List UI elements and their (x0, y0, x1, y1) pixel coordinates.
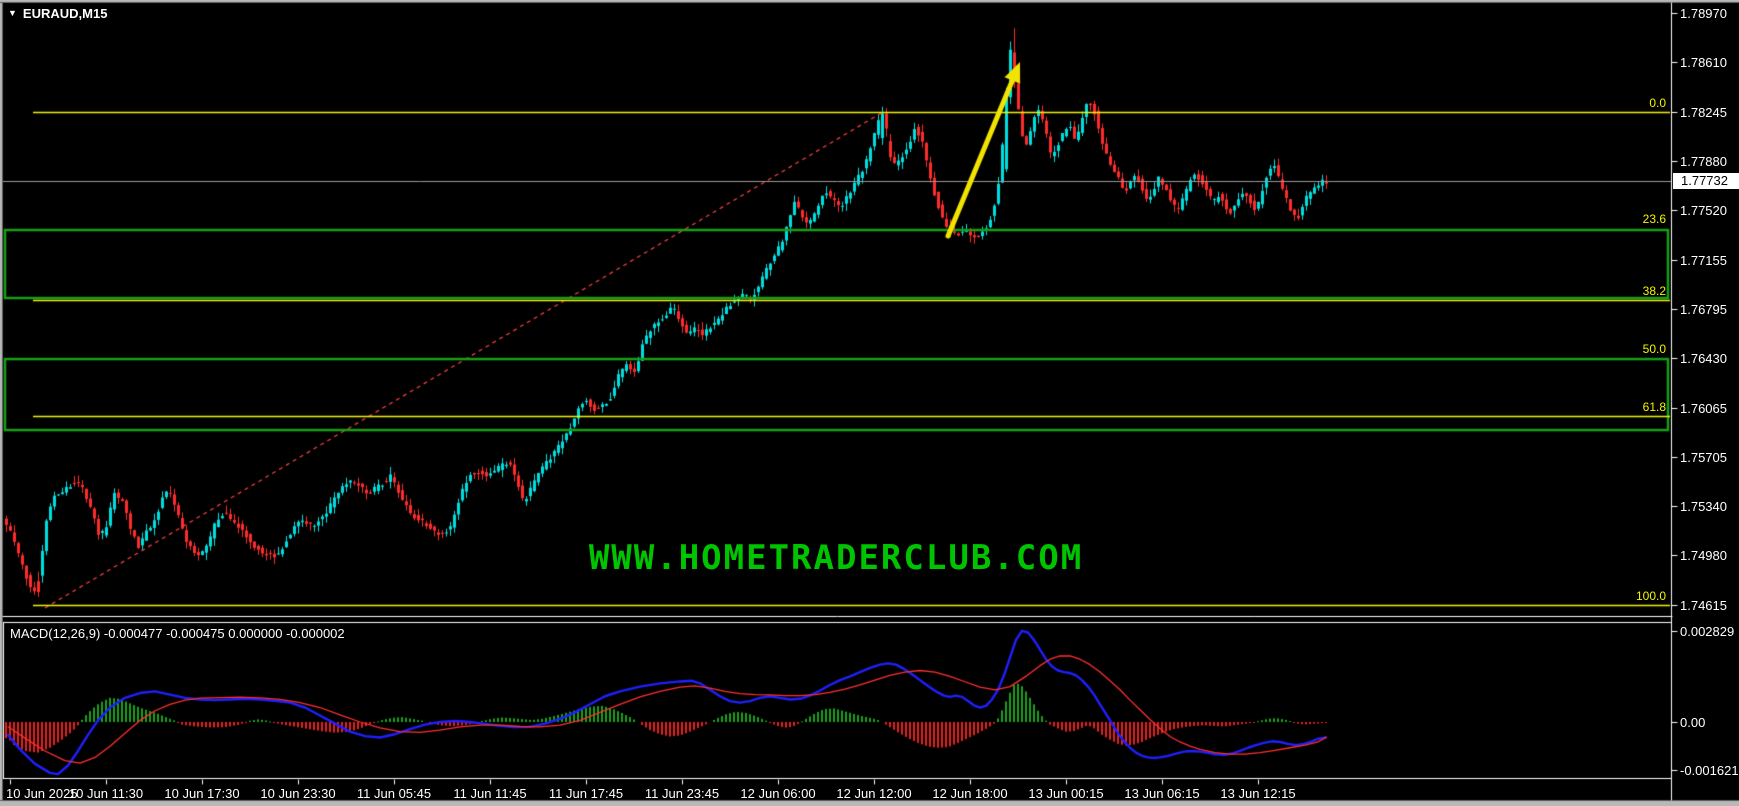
fib-level-label: 23.6 (1642, 212, 1666, 226)
price-tick-label: 1.77520 (1680, 203, 1727, 218)
fib-level-label: 61.8 (1642, 400, 1666, 414)
time-tick-label: 12 Jun 12:00 (836, 786, 912, 801)
symbol-text: EURAUD,M15 (22, 6, 108, 21)
fib-level-label: 38.2 (1642, 284, 1666, 298)
fib-level-label: 0.0 (1649, 96, 1666, 110)
time-tick-label: 10 Jun 17:30 (164, 786, 240, 801)
current-price-box: 1.77732 (1673, 173, 1739, 189)
time-tick-label: 10 Jun 2025 (6, 786, 78, 801)
price-tick-label: 1.78610 (1680, 55, 1727, 70)
macd-axis-label: -0.001621 (1680, 763, 1739, 778)
time-tick-label: 13 Jun 12:15 (1220, 786, 1296, 801)
panel-divider[interactable] (3, 616, 1671, 623)
macd-indicator-label: MACD(12,26,9) -0.000477 -0.000475 0.0000… (10, 626, 345, 641)
time-tick-label: 11 Jun 17:45 (548, 786, 624, 801)
time-tick-label: 11 Jun 05:45 (356, 786, 432, 801)
price-tick-label: 1.78970 (1680, 6, 1727, 21)
time-tick-label: 11 Jun 23:45 (644, 786, 720, 801)
time-tick-label: 11 Jun 11:45 (453, 786, 527, 801)
time-tick-label: 12 Jun 18:00 (932, 786, 1008, 801)
price-tick-label: 1.77880 (1680, 154, 1727, 169)
macd-axis-label: 0.002829 (1680, 624, 1735, 639)
macd-axis-label: 0.00 (1680, 715, 1706, 730)
symbol-label: ▼ EURAUD,M15 (8, 6, 107, 21)
price-tick-label: 1.78245 (1680, 105, 1727, 120)
time-tick-label: 13 Jun 06:15 (1124, 786, 1200, 801)
time-tick-label: 10 Jun 11:30 (68, 786, 144, 801)
price-tick-label: 1.76065 (1680, 401, 1727, 416)
price-tick-label: 1.77155 (1680, 253, 1727, 268)
price-tick-label: 1.75705 (1680, 450, 1727, 465)
price-tick-label: 1.76795 (1680, 302, 1727, 317)
price-tick-label: 1.74615 (1680, 598, 1727, 613)
price-tick-label: 1.74980 (1680, 548, 1727, 563)
time-tick-label: 10 Jun 23:30 (260, 786, 336, 801)
price-tick-label: 1.76430 (1680, 351, 1727, 366)
time-tick-label: 13 Jun 00:15 (1028, 786, 1104, 801)
fib-level-label: 50.0 (1642, 342, 1666, 356)
time-tick-label: 12 Jun 06:00 (740, 786, 816, 801)
symbol-dropdown-icon[interactable]: ▼ (8, 8, 17, 18)
price-tick-label: 1.75340 (1680, 499, 1727, 514)
fib-level-label: 100.0 (1635, 589, 1666, 603)
